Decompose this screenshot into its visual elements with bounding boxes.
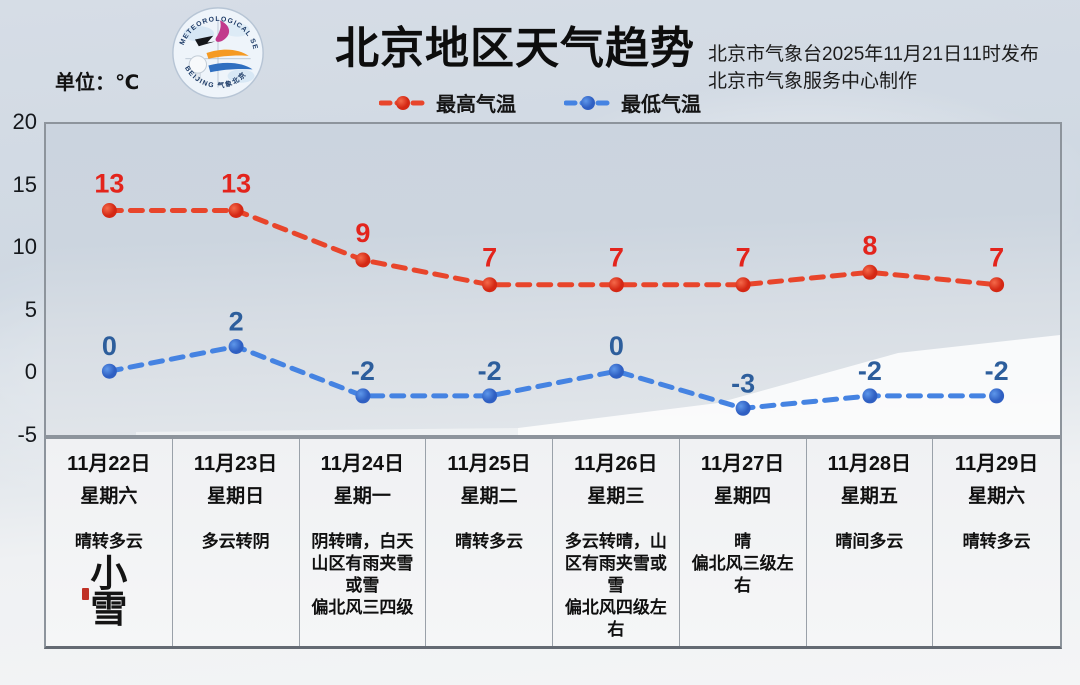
low-temp-value-label: 0 bbox=[609, 331, 624, 361]
legend-label: 最低气温 bbox=[621, 94, 701, 116]
low-temp-point bbox=[482, 388, 498, 404]
weather-label: 晴转多云 bbox=[962, 532, 1031, 551]
snow-slope bbox=[518, 335, 1060, 435]
low-temp-point bbox=[228, 339, 244, 354]
solar-term-character: 小 bbox=[90, 551, 128, 595]
logo-magenta-swoosh bbox=[215, 20, 230, 42]
temperature-chart-plot: 13 13 9 7 7 7 8 7 0 2 -2 -2 0 -3 -2 -2 bbox=[44, 122, 1062, 437]
y-axis-tick-label: -5 bbox=[17, 422, 37, 447]
high-temp-point bbox=[101, 203, 117, 218]
weather-label: 晴转多云 bbox=[74, 532, 143, 551]
solar-term-character: 雪 bbox=[90, 587, 128, 632]
source-block: 北京市气象台2025年11月21日11时发布 北京市气象服务中心制作 bbox=[708, 41, 1073, 95]
low-temp-point bbox=[608, 363, 624, 379]
logo-orange-swoosh bbox=[206, 49, 249, 59]
weekday-label: 星期三 bbox=[587, 486, 645, 507]
low-temp-point bbox=[735, 400, 751, 416]
high-temp-point bbox=[989, 277, 1005, 293]
weekday-label: 星期四 bbox=[714, 486, 772, 507]
high-temp-point bbox=[862, 264, 878, 280]
low-temp-value-label: -2 bbox=[858, 356, 882, 386]
solar-term-calligraphy: 小雪 bbox=[46, 551, 172, 632]
high-temp-value-label: 13 bbox=[221, 169, 251, 199]
legend-swatch-icon bbox=[564, 95, 612, 110]
high-temp-point bbox=[355, 252, 371, 268]
weather-label: 晴间多云 bbox=[835, 532, 904, 551]
red-seal-icon bbox=[81, 588, 89, 600]
low-temp-point bbox=[355, 388, 371, 404]
weather-label: 晴 偏北风三级左 右 bbox=[691, 532, 794, 595]
high-temp-point bbox=[228, 203, 244, 218]
weather-label: 晴转多云 bbox=[455, 532, 524, 551]
logo-blue-swoosh bbox=[208, 62, 253, 73]
high-temp-value-label: 8 bbox=[862, 230, 877, 260]
forecast-column-4: 11月25日 星期二晴转多云 bbox=[426, 439, 553, 646]
forecast-column-5: 11月26日 星期三多云转晴，山 区有雨夹雪或 雪 偏北风四级左 右 bbox=[553, 439, 680, 646]
low-temp-point bbox=[101, 363, 117, 379]
y-axis-tick-label: 5 bbox=[24, 296, 37, 322]
legend-label: 最高气温 bbox=[436, 94, 516, 116]
weather-label: 阴转晴，白天 山区有雨夹雪 或雪 偏北风三四级 bbox=[311, 532, 414, 617]
forecast-column-3: 11月24日 星期一阴转晴，白天 山区有雨夹雪 或雪 偏北风三四级 bbox=[300, 439, 427, 646]
high-temp-value-label: 13 bbox=[94, 169, 124, 199]
y-axis-tick-label: 10 bbox=[12, 234, 37, 260]
date-label: 11月23日 bbox=[193, 453, 278, 475]
forecast-column-7: 11月28日 星期五晴间多云 bbox=[807, 439, 934, 646]
weekday-label: 星期二 bbox=[460, 486, 518, 507]
high-temp-point bbox=[735, 277, 751, 293]
weekday-label: 星期六 bbox=[80, 486, 138, 507]
forecast-column-2: 11月23日 星期日多云转阴 bbox=[173, 439, 300, 646]
date-label: 11月24日 bbox=[320, 453, 405, 475]
legend-item-high: 最高气温 bbox=[379, 88, 516, 117]
weekday-label: 星期一 bbox=[333, 486, 391, 507]
weekday-label: 星期六 bbox=[968, 486, 1026, 507]
snow-slope-left bbox=[136, 428, 518, 435]
weekday-label: 星期日 bbox=[207, 486, 265, 507]
low-temp-point bbox=[862, 388, 878, 404]
page-title: 北京地区天气趋势 bbox=[335, 24, 695, 73]
high-temp-value-label: 7 bbox=[736, 243, 751, 273]
unit-label: 单位：℃ bbox=[55, 72, 140, 94]
low-temp-point bbox=[989, 388, 1005, 404]
weather-label: 多云转晴，山 区有雨夹雪或 雪 偏北风四级左 右 bbox=[564, 532, 667, 639]
date-label: 11月26日 bbox=[574, 453, 658, 475]
low-temp-value-label: 0 bbox=[102, 331, 117, 361]
high-temp-value-label: 7 bbox=[482, 243, 497, 273]
low-temp-value-label: -3 bbox=[731, 368, 755, 398]
date-label: 11月25日 bbox=[447, 453, 531, 475]
high-temp-point bbox=[482, 277, 498, 293]
issue-time-text: 北京市气象台2025年11月21日11时发布 bbox=[708, 44, 1039, 65]
y-axis-tick-label: 0 bbox=[24, 359, 37, 385]
logo-swallow-icon bbox=[194, 35, 216, 47]
high-temp-line bbox=[106, 208, 1000, 288]
date-label: 11月27日 bbox=[700, 453, 785, 475]
chart-legend: 最高气温 最低气温 bbox=[340, 88, 740, 117]
low-temp-line bbox=[106, 344, 1000, 411]
legend-item-low: 最低气温 bbox=[564, 88, 701, 117]
forecast-column-8: 11月29日 星期六晴转多云 bbox=[933, 439, 1060, 646]
low-temp-value-label: -2 bbox=[478, 356, 502, 386]
high-temp-value-label: 9 bbox=[355, 218, 370, 248]
high-temp-value-label: 7 bbox=[989, 243, 1004, 273]
low-temp-value-label: 2 bbox=[229, 307, 244, 337]
chart-canvas: 13 13 9 7 7 7 8 7 0 2 -2 -2 0 -3 -2 -2 bbox=[94, 169, 1060, 435]
date-label: 11月29日 bbox=[954, 453, 1039, 475]
forecast-column-1: 11月22日 星期六晴转多云小雪 bbox=[46, 439, 173, 646]
low-temp-value-label: -2 bbox=[351, 356, 375, 386]
weekday-label: 星期五 bbox=[840, 486, 898, 507]
forecast-column-6: 11月27日 星期四晴 偏北风三级左 右 bbox=[680, 439, 807, 646]
forecast-table: 11月22日 星期六 晴转多云小雪 11月23日 星期日 多云转阴 11月24日 星期一 阴转晴… bbox=[44, 437, 1062, 649]
weather-label: 多云转阴 bbox=[201, 532, 270, 551]
date-label: 11月28日 bbox=[827, 453, 912, 475]
y-axis-tick-label: 20 bbox=[12, 109, 37, 134]
legend-swatch-icon bbox=[379, 95, 427, 110]
high-temp-point bbox=[608, 277, 624, 293]
weather-service-logo: METEOROLOGICAL SERVICE BEIJING 气象北京 bbox=[167, 0, 268, 101]
low-temp-value-label: -2 bbox=[985, 356, 1009, 386]
producer-text: 北京市气象服务中心制作 bbox=[708, 71, 918, 92]
high-temp-value-label: 7 bbox=[609, 243, 624, 273]
date-label: 11月22日 bbox=[67, 453, 151, 475]
y-axis-tick-label: 15 bbox=[12, 171, 37, 197]
